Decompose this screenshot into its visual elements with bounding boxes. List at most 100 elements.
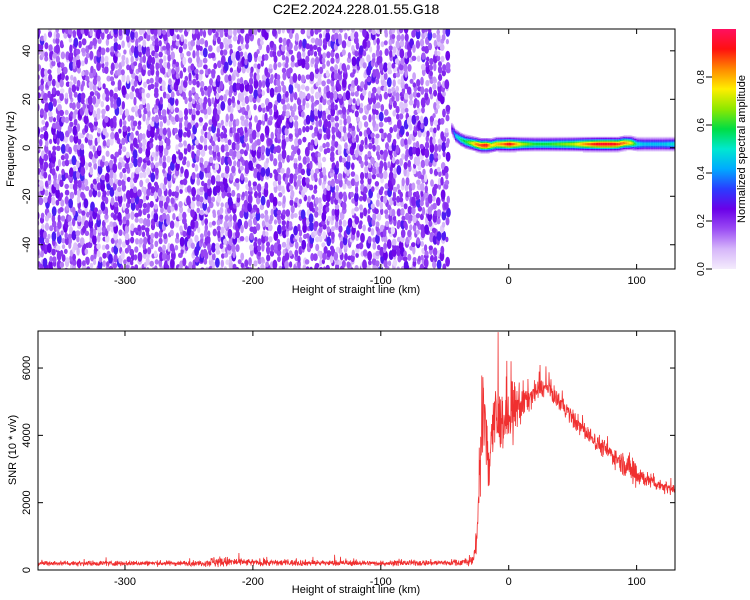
heatmap-noise-cell <box>280 98 286 105</box>
heatmap-noise-cell <box>117 68 122 76</box>
heatmap-noise-cell <box>109 221 114 228</box>
heatmap-noise-cell <box>329 92 334 100</box>
heatmap-noise-cell <box>76 29 82 38</box>
heatmap-noise-cell <box>416 237 420 245</box>
heatmap-noise-cell <box>219 29 224 37</box>
heatmap-signal-cell <box>495 150 498 152</box>
heatmap-noise-cell <box>265 77 271 88</box>
heatmap-signal-cell <box>479 141 481 143</box>
heatmap-signal-cell <box>469 143 471 145</box>
heatmap-noise-cell <box>81 60 85 67</box>
heatmap-signal-cell <box>548 145 550 147</box>
heatmap-noise-cell <box>89 91 95 97</box>
heatmap-signal-cell <box>549 139 551 141</box>
heatmap-noise-cell <box>248 94 254 103</box>
heatmap-noise-cell <box>417 255 421 262</box>
heatmap-signal-cell <box>480 147 482 149</box>
heatmap-noise-cell <box>146 78 151 85</box>
heatmap-signal-cell <box>570 138 572 140</box>
heatmap-noise-cell <box>416 92 421 98</box>
heatmap-noise-cell <box>216 225 221 231</box>
heatmap-signal-cell <box>562 142 564 145</box>
heatmap-noise-cell <box>344 32 348 40</box>
heatmap-noise-cell <box>97 127 101 134</box>
heatmap-signal-cell <box>559 145 562 147</box>
heatmap-noise-cell <box>247 194 253 204</box>
heatmap-signal-cell <box>507 150 509 152</box>
heatmap-signal-cell <box>498 142 500 145</box>
heatmap-signal-cell <box>530 144 532 146</box>
heatmap-signal-cell <box>552 148 554 151</box>
heatmap-signal-cell <box>463 134 466 137</box>
heatmap-noise-cell <box>308 201 314 212</box>
heatmap-signal-cell <box>582 138 585 140</box>
heatmap-noise-cell <box>333 251 339 261</box>
heatmap-signal-cell <box>605 141 608 143</box>
heatmap-noise-cell <box>104 29 109 34</box>
heatmap-signal-cell <box>483 144 485 146</box>
heatmap-signal-cell <box>497 139 499 141</box>
heatmap-noise-cell <box>314 210 319 218</box>
heatmap-signal-cell <box>548 150 550 152</box>
heatmap-signal-cell <box>565 146 567 148</box>
heatmap-noise-cell <box>319 145 323 152</box>
heatmap-noise-cell <box>416 107 421 114</box>
heatmap-noise-cell <box>184 108 189 117</box>
heatmap-noise-cell <box>352 98 356 104</box>
heatmap-noise-cell <box>59 40 64 48</box>
heatmap-noise-cell <box>118 238 122 245</box>
heatmap-noise-cell <box>322 266 326 269</box>
heatmap-noise-cell <box>446 138 450 145</box>
heatmap-noise-cell <box>162 45 167 51</box>
heatmap-signal-cell <box>463 137 466 139</box>
heatmap-signal-cell <box>484 139 486 141</box>
heatmap-noise-cell <box>445 50 451 61</box>
heatmap-signal-cell <box>588 150 590 152</box>
heatmap-signal-cell <box>483 148 485 151</box>
heatmap-signal-cell <box>475 140 477 142</box>
heatmap-noise-cell <box>298 127 302 136</box>
heatmap-noise-cell <box>47 233 51 240</box>
heatmap-noise-cell <box>187 122 192 130</box>
heatmap-signal-cell <box>567 141 569 143</box>
heatmap-signal-cell <box>511 151 513 153</box>
heatmap-signal-cell <box>510 147 512 149</box>
heatmap-signal-cell <box>513 142 516 145</box>
heatmap-noise-cell <box>146 159 151 166</box>
heatmap-noise-cell <box>322 52 327 59</box>
heatmap-noise-cell <box>131 72 136 79</box>
heatmap-noise-cell <box>56 230 60 237</box>
heatmap-noise-cell <box>440 117 445 125</box>
heatmap-noise-cell <box>282 37 287 46</box>
heatmap-noise-cell <box>420 159 426 169</box>
heatmap-signal-cell <box>531 141 534 143</box>
heatmap-noise-cell <box>41 223 45 230</box>
heatmap-noise-cell <box>211 196 216 203</box>
heatmap-noise-cell <box>285 91 289 98</box>
heatmap-noise-cell <box>248 109 252 119</box>
heatmap-noise-cell <box>97 209 102 215</box>
heatmap-noise-cell <box>395 85 400 93</box>
heatmap-noise-cell <box>117 79 122 89</box>
heatmap-noise-cell <box>399 48 405 59</box>
heatmap-noise-cell <box>296 51 302 60</box>
heatmap-signal-cell <box>503 142 505 145</box>
heatmap-noise-cell <box>444 79 450 90</box>
heatmap-signal-cell <box>577 146 580 148</box>
heatmap-noise-cell <box>257 191 262 199</box>
heatmap-signal-cell <box>571 136 573 139</box>
heatmap-noise-cell <box>388 45 393 51</box>
heatmap-signal-cell <box>547 150 549 152</box>
heatmap-signal-cell <box>586 147 589 149</box>
heatmap-signal-cell <box>494 149 496 151</box>
heatmap-signal-cell <box>598 146 600 148</box>
heatmap-noise-cell <box>282 110 287 117</box>
heatmap-noise-cell <box>404 138 408 146</box>
heatmap-noise-cell <box>244 190 248 197</box>
heatmap-noise-cell <box>170 91 175 99</box>
heatmap-signal-cell <box>483 146 485 148</box>
heatmap-signal-cell <box>508 138 511 140</box>
heatmap-noise-cell <box>118 229 123 236</box>
heatmap-signal-cell <box>456 131 458 133</box>
heatmap-signal-cell <box>542 140 544 142</box>
